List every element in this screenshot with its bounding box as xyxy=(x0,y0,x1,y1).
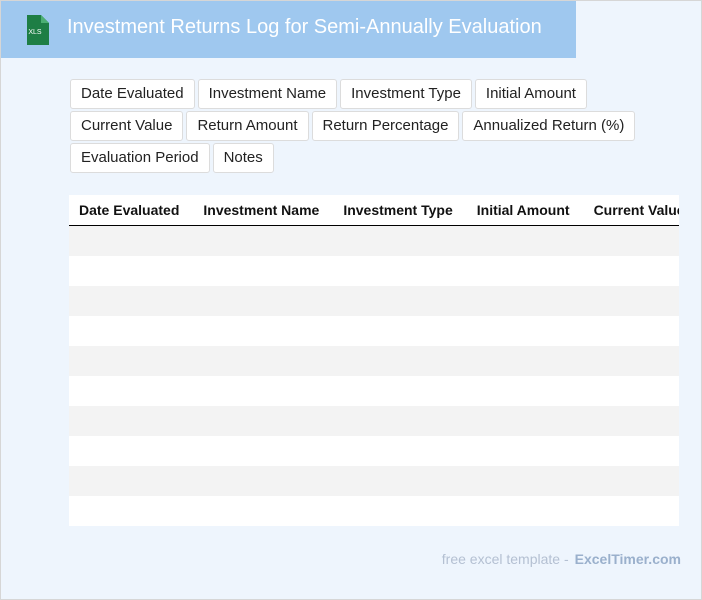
table-row xyxy=(69,316,679,346)
table-cell xyxy=(584,496,679,526)
table-cell xyxy=(467,436,584,466)
header-row: Date Evaluated Investment Name Investment … xyxy=(69,195,679,226)
field-tag: Investment Type xyxy=(340,79,472,109)
table-cell xyxy=(583,286,679,316)
table-row xyxy=(69,376,679,406)
column-header: Current Value xyxy=(583,195,679,226)
table-cell xyxy=(333,376,466,406)
table-cell xyxy=(333,346,467,376)
table-cell xyxy=(69,466,194,496)
field-tag: Current Value xyxy=(70,111,184,141)
table-wrap: Date Evaluated Investment Name Investment … xyxy=(69,195,679,526)
table-cell xyxy=(466,406,584,436)
table: Date Evaluated Investment Name Investment … xyxy=(69,195,679,526)
table-cell xyxy=(583,225,679,256)
table-cell xyxy=(466,225,584,256)
field-tag: Return Amount xyxy=(186,111,309,141)
table-cell xyxy=(584,316,679,346)
column-header: Investment Name xyxy=(193,195,334,226)
footer-brand: ExcelTimer.com xyxy=(574,551,681,567)
table-cell xyxy=(467,496,584,526)
table-cell xyxy=(69,406,194,436)
table-cell xyxy=(69,496,193,526)
table-cell xyxy=(69,286,194,316)
field-list: Date Evaluated Investment Name Investment … xyxy=(70,79,701,173)
table-cell xyxy=(333,466,467,496)
table-cell xyxy=(193,225,334,256)
table-cell xyxy=(333,436,466,466)
table-cell xyxy=(193,286,334,316)
table-cell xyxy=(333,496,466,526)
table-cell xyxy=(333,225,467,256)
table-cell xyxy=(584,376,679,406)
footer-text: free excel template - xyxy=(441,551,569,567)
field-tag: Return Percentage xyxy=(311,111,460,141)
field-tag: Investment Name xyxy=(197,79,338,109)
column-header: Investment Type xyxy=(333,195,467,226)
table-cell xyxy=(333,316,466,346)
table-cell xyxy=(193,466,334,496)
table-row xyxy=(69,466,679,496)
table-row xyxy=(69,225,679,256)
title: Investment Returns Log for Semi-Annually… xyxy=(67,16,542,38)
table-cell xyxy=(193,436,333,466)
column-header: Initial Amount xyxy=(466,195,584,226)
table-cell xyxy=(69,346,194,376)
table-cell xyxy=(193,496,333,526)
table-cell xyxy=(333,286,467,316)
table-row xyxy=(69,406,679,436)
table-body xyxy=(69,225,679,527)
table-cell xyxy=(584,256,679,286)
table-cell xyxy=(193,406,334,436)
table-cell xyxy=(467,376,584,406)
field-tag: Annualized Return (%) xyxy=(462,111,636,141)
table-cell xyxy=(333,406,467,436)
table-cell xyxy=(69,225,194,256)
field-tag: Evaluation Period xyxy=(70,143,210,173)
table-cell xyxy=(69,256,193,286)
table-cell xyxy=(466,466,584,496)
table-cell xyxy=(69,316,193,346)
table-cell xyxy=(467,256,584,286)
table-cell xyxy=(193,256,333,286)
table-row xyxy=(69,346,679,376)
header-bar: XLS Investment Returns Log for Semi-Annu… xyxy=(1,1,576,58)
table-cell xyxy=(583,346,679,376)
table-cell xyxy=(584,436,679,466)
table-cell xyxy=(467,316,584,346)
table-cell xyxy=(466,346,584,376)
footer: free excel template - ExcelTimer.com xyxy=(442,551,681,567)
field-tag: Initial Amount xyxy=(474,79,587,109)
table-cell xyxy=(193,346,334,376)
column-header: Date Evaluated xyxy=(69,195,194,226)
table-cell xyxy=(69,436,193,466)
xls-icon: XLS xyxy=(27,15,49,45)
table-row xyxy=(69,436,679,466)
table-cell xyxy=(193,316,333,346)
table-row xyxy=(69,286,679,316)
table-cell xyxy=(466,286,584,316)
table-cell xyxy=(69,376,193,406)
table-row xyxy=(69,496,679,526)
table-cell xyxy=(333,256,466,286)
table-cell xyxy=(583,406,679,436)
table-cell xyxy=(583,466,679,496)
table-cell xyxy=(193,376,333,406)
table-row xyxy=(69,256,679,286)
field-tag: Date Evaluated xyxy=(70,79,195,109)
field-tag: Notes xyxy=(212,143,274,173)
icon-text: XLS xyxy=(28,29,42,36)
